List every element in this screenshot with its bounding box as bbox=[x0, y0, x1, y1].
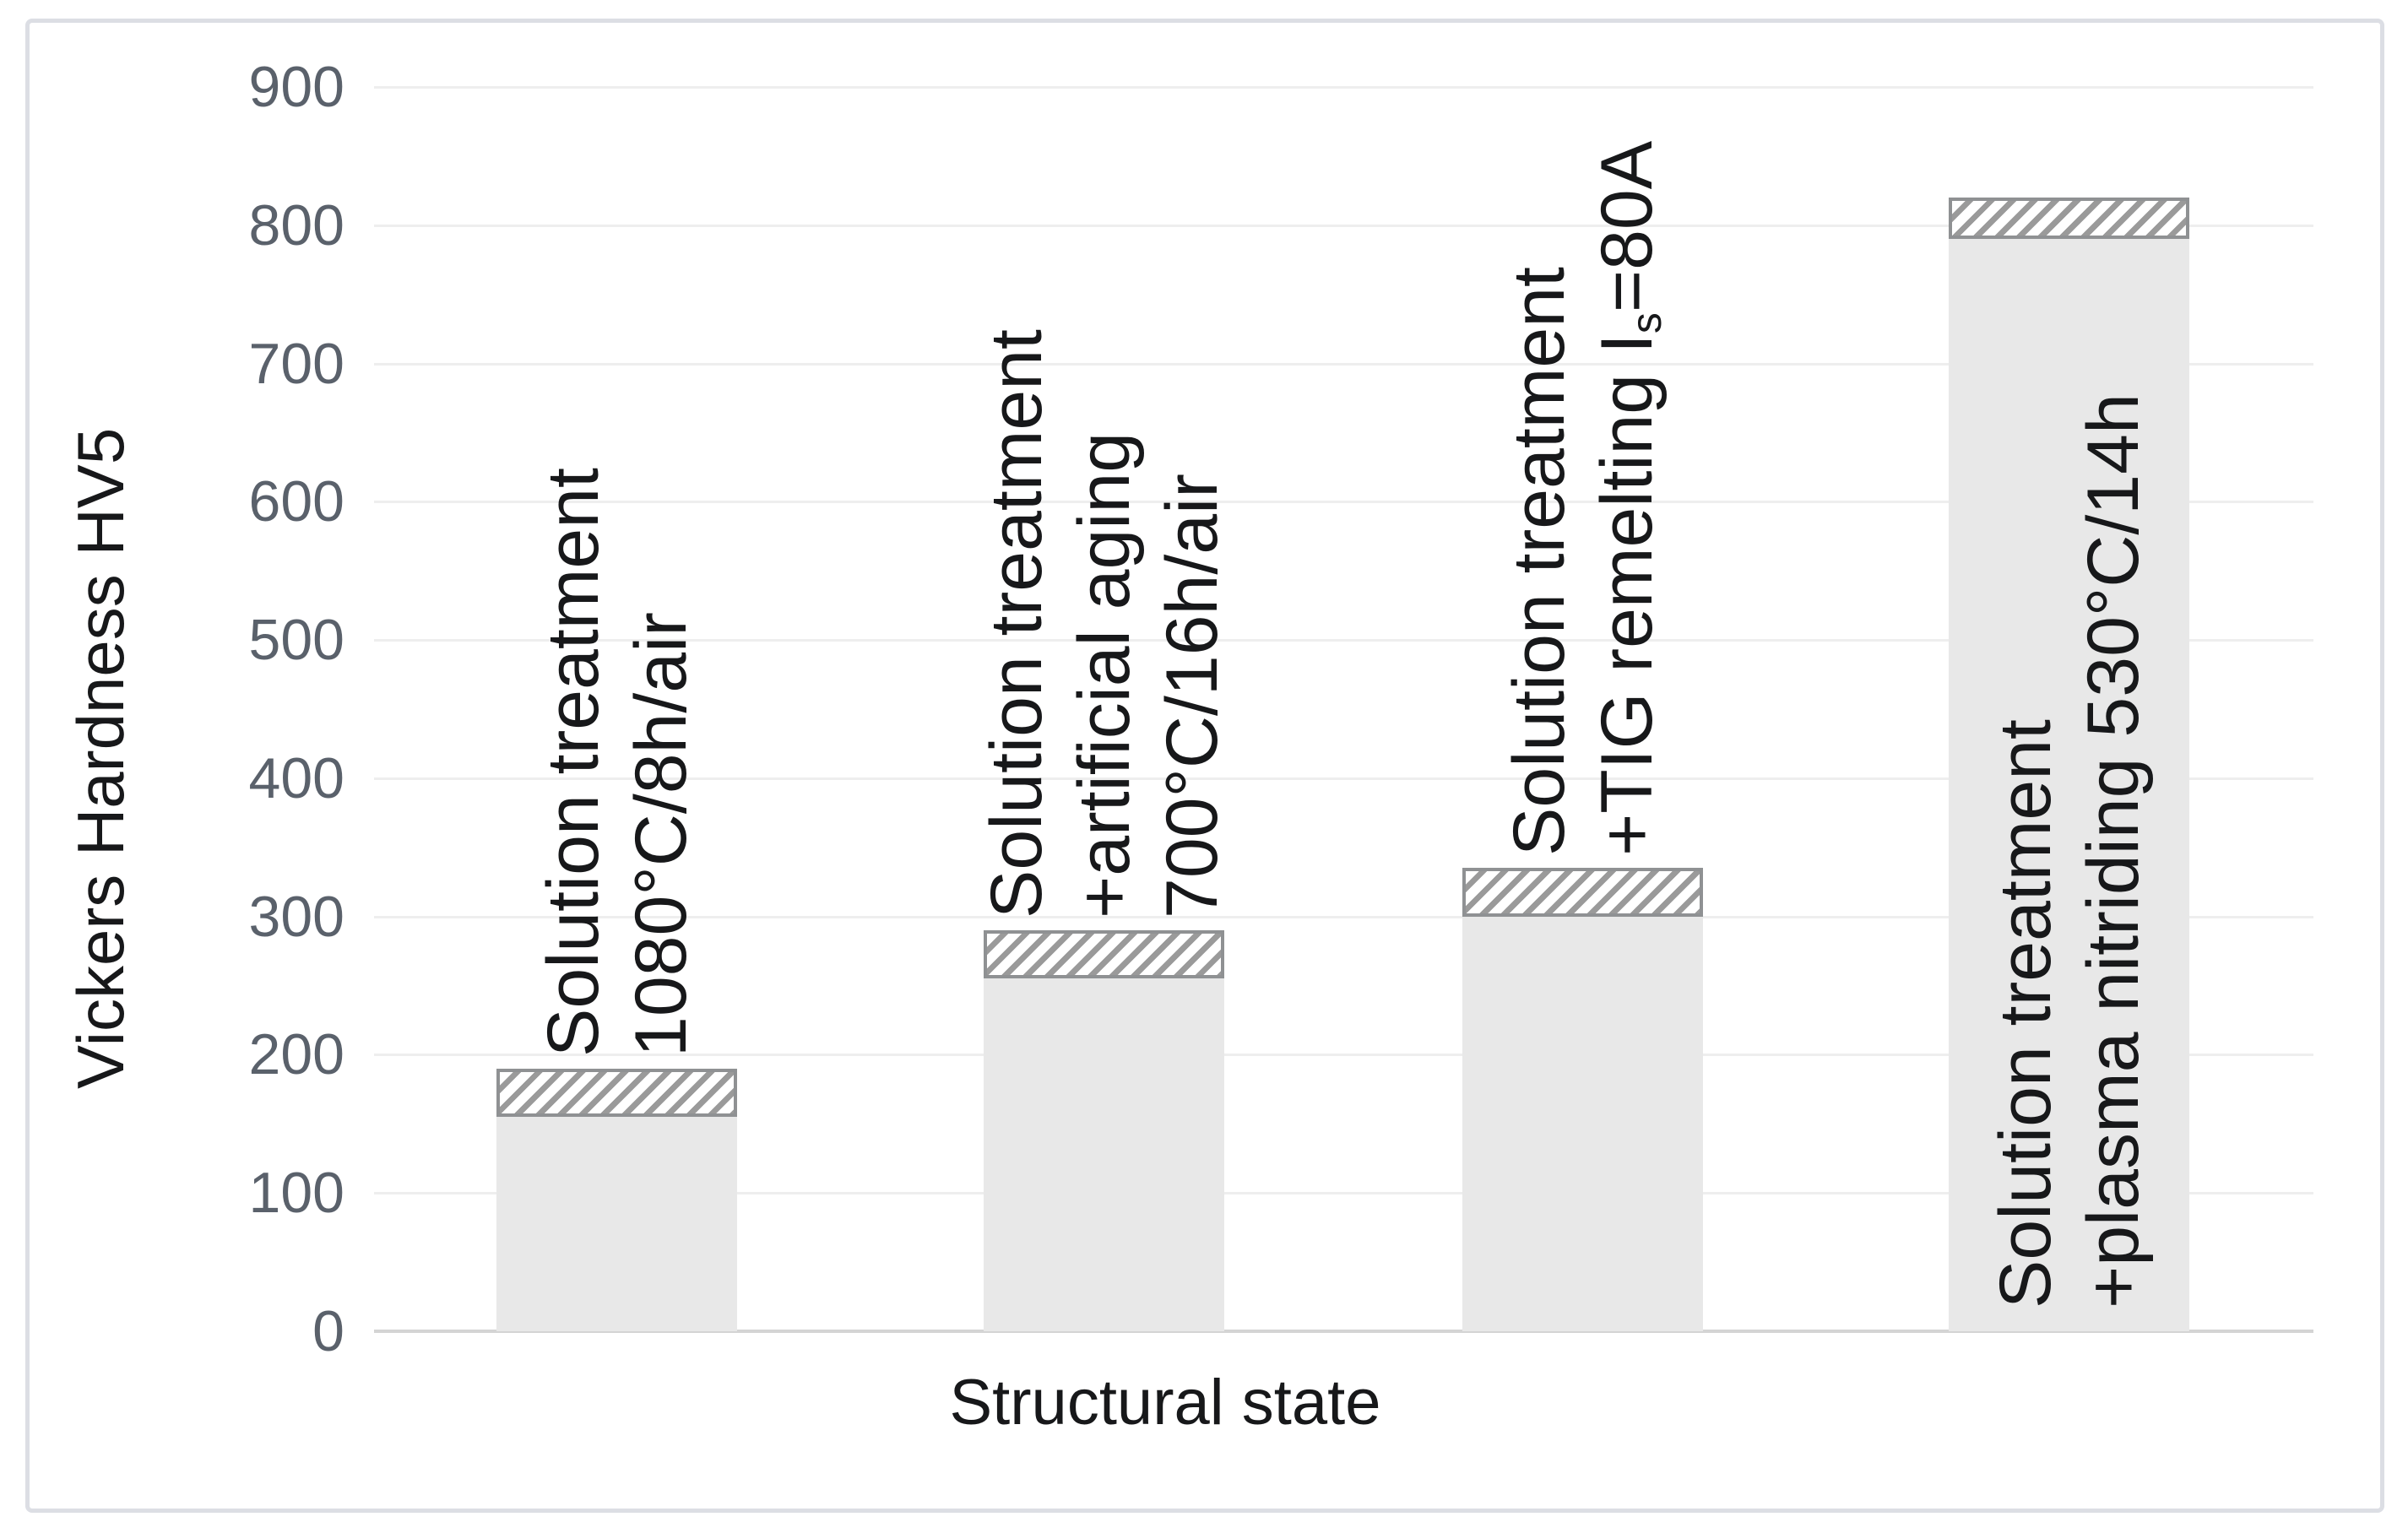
y-tick-label-100: 100 bbox=[248, 1161, 344, 1225]
bar-solid-solution-treatment-tig-remelting bbox=[1462, 917, 1703, 1331]
y-tick-label-600: 600 bbox=[248, 469, 344, 534]
x-axis-title: Structural state bbox=[949, 1367, 1381, 1438]
gridline-100 bbox=[374, 1192, 2313, 1194]
bar-solid-solution-treatment-plasma-nitriding bbox=[1949, 239, 2189, 1331]
bar-solid-solution-treatment-artificial-aging bbox=[984, 978, 1224, 1331]
y-tick-label-800: 800 bbox=[248, 193, 344, 257]
gridline-200 bbox=[374, 1054, 2313, 1056]
category-label-line: Solution treatment bbox=[1984, 719, 2066, 1308]
bar-hatched-cap-solution-treatment-tig-remelting bbox=[1462, 868, 1703, 917]
gridline-400 bbox=[374, 777, 2313, 780]
x-axis-line bbox=[374, 1330, 2313, 1333]
category-label-line: Solution treatment bbox=[1498, 267, 1580, 856]
category-label-solution-treatment-artificial-aging: Solution treatment +artificial aging 700°C… bbox=[973, 329, 1236, 918]
category-label-line: Solution treatment bbox=[975, 329, 1057, 918]
category-label-solution-treatment: Solution treatment 1080°C/8h/air bbox=[529, 468, 705, 1057]
gridline-900 bbox=[374, 86, 2313, 89]
bar-hatched-cap-solution-treatment-plasma-nitriding bbox=[1949, 198, 2189, 239]
bar-solid-solution-treatment bbox=[496, 1117, 737, 1331]
y-tick-label-400: 400 bbox=[248, 746, 344, 810]
category-label-solution-treatment-plasma-nitriding: Solution treatment +plasma nitriding 530°… bbox=[1982, 393, 2157, 1308]
bar-hatched-cap-solution-treatment-artificial-aging bbox=[984, 930, 1224, 978]
y-tick-label-200: 200 bbox=[248, 1022, 344, 1086]
gridline-600 bbox=[374, 501, 2313, 503]
category-label-line: Solution treatment bbox=[532, 468, 614, 1057]
category-label-line: 1080°C/8h/air bbox=[620, 612, 702, 1057]
gridline-700 bbox=[374, 363, 2313, 366]
y-tick-label-900: 900 bbox=[248, 55, 344, 119]
category-label-line: +TIG remelting Is=80A bbox=[1586, 140, 1670, 856]
category-label-solution-treatment-tig-remelting: Solution treatment +TIG remelting Is=80A bbox=[1495, 141, 1671, 856]
gridline-300 bbox=[374, 916, 2313, 918]
y-tick-label-500: 500 bbox=[248, 608, 344, 672]
category-label-line: +artificial aging bbox=[1063, 431, 1145, 918]
y-tick-label-300: 300 bbox=[248, 885, 344, 949]
category-label-line: +plasma nitriding 530°C/14h bbox=[2072, 393, 2154, 1308]
y-tick-label-0: 0 bbox=[312, 1299, 344, 1363]
y-axis-title: Vickers Hardness HV5 bbox=[63, 427, 138, 1089]
gridline-800 bbox=[374, 225, 2313, 227]
y-tick-label-700: 700 bbox=[248, 332, 344, 396]
category-label-line: 700°C/16h/air bbox=[1151, 474, 1233, 918]
bar-hatched-cap-solution-treatment bbox=[496, 1069, 737, 1117]
gridline-500 bbox=[374, 639, 2313, 642]
